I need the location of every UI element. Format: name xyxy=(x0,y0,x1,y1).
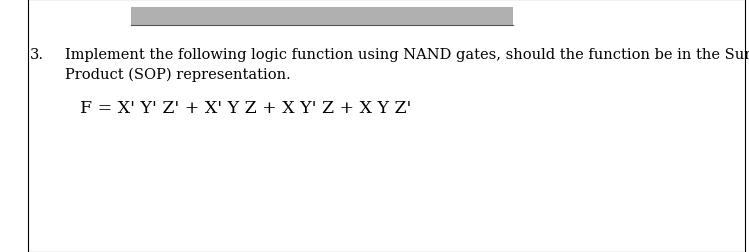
Text: F = X' Y' Z' + X' Y Z + X Y' Z + X Y Z': F = X' Y' Z' + X' Y Z + X Y' Z + X Y Z' xyxy=(80,100,411,116)
Text: Product (SOP) representation.: Product (SOP) representation. xyxy=(65,68,291,82)
Bar xyxy=(131,8,513,26)
Text: 3.: 3. xyxy=(30,48,44,62)
Text: Implement the following logic function using NAND gates, should the function be : Implement the following logic function u… xyxy=(65,48,749,62)
